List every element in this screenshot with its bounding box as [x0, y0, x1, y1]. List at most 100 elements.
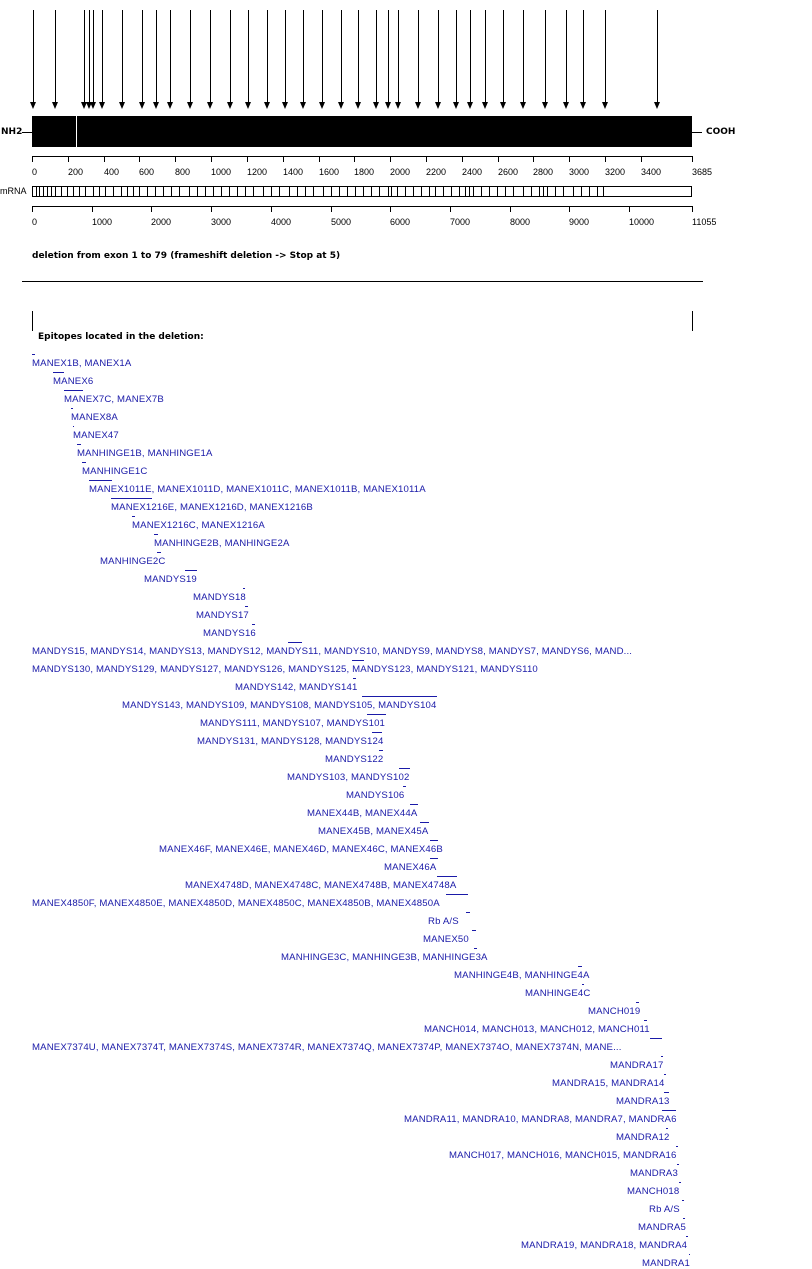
- epitope-position-bar: [288, 642, 302, 643]
- exon-boundary: [581, 187, 582, 196]
- aa-tick: [605, 156, 606, 162]
- exon-boundary: [573, 187, 574, 196]
- aa-tick: [211, 156, 212, 162]
- epitope-position-bar: [666, 1128, 668, 1129]
- arrow-down-icon: [467, 102, 473, 109]
- arrow-shaft: [398, 10, 399, 103]
- exon-boundary: [435, 187, 436, 196]
- exon-boundary: [597, 187, 598, 196]
- aa-tick: [533, 156, 534, 162]
- epitope-position-bar: [466, 912, 470, 913]
- nt-tick-label: 10000: [629, 217, 655, 227]
- exon-boundary: [51, 187, 52, 196]
- aa-tick-label: 2600: [498, 167, 519, 177]
- exon-boundary: [465, 187, 466, 196]
- arrow-shaft: [170, 10, 171, 103]
- aa-tick-label: 400: [104, 167, 120, 177]
- epitope-label: MANDYS106: [346, 790, 405, 801]
- exon-boundary: [179, 187, 180, 196]
- epitope-position-bar: [689, 1254, 690, 1255]
- arrow-shaft: [322, 10, 323, 103]
- epitope-position-bar: [686, 1236, 688, 1237]
- epitope-position-bar: [71, 408, 73, 409]
- arrow-down-icon: [90, 102, 96, 109]
- arrow-shaft: [485, 10, 486, 103]
- epitope-position-bar: [644, 1020, 647, 1021]
- epitope-position-bar: [379, 750, 383, 751]
- arrow-shaft: [156, 10, 157, 103]
- exon-boundary: [113, 187, 114, 196]
- epitope-label: MANEX7C, MANEX7B: [64, 394, 164, 405]
- epitope-position-bar: [474, 948, 477, 949]
- epitope-label: MANEX4850F, MANEX4850E, MANEX4850D, MANE…: [32, 898, 440, 909]
- epitope-position-bar: [664, 1074, 666, 1075]
- exon-boundary: [93, 187, 94, 196]
- arrow-down-icon: [187, 102, 193, 109]
- epitope-label: MANHINGE2C: [100, 556, 166, 567]
- arrow-down-icon: [300, 102, 306, 109]
- arrow-shaft: [605, 10, 606, 103]
- exon-boundary: [413, 187, 414, 196]
- aa-tick: [641, 156, 642, 162]
- nt-tick-label: 1000: [92, 217, 113, 227]
- arrow-down-icon: [245, 102, 251, 109]
- epitope-position-bar: [362, 696, 437, 697]
- exon-boundary: [443, 187, 444, 196]
- epitope-position-bar: [132, 516, 135, 517]
- epitope-position-bar: [403, 786, 406, 787]
- exon-boundary: [589, 187, 590, 196]
- epitope-label: MANHINGE4B, MANHINGE4A: [454, 970, 590, 981]
- aa-tick: [139, 156, 140, 162]
- epitope-label: MANEX8A: [71, 412, 118, 423]
- epitope-label: Rb A/S: [649, 1204, 680, 1215]
- epitope-label: Rb A/S: [428, 916, 459, 927]
- arrow-shaft: [190, 10, 191, 103]
- aa-tick: [692, 156, 693, 162]
- protein-bar-marker: [76, 116, 77, 147]
- mrna-label: mRNA: [0, 186, 27, 196]
- epitope-label: MANDYS111, MANDYS107, MANDYS101: [200, 718, 386, 729]
- epitope-position-bar: [679, 1182, 681, 1183]
- epitope-label: MANDRA5: [638, 1222, 686, 1233]
- exon-boundary: [355, 187, 356, 196]
- arrow-shaft: [122, 10, 123, 103]
- aa-tick-label: 1400: [283, 167, 304, 177]
- aa-tick: [569, 156, 570, 162]
- deletion-description: deletion from exon 1 to 79 (frameshift d…: [32, 251, 341, 261]
- exon-boundary: [429, 187, 430, 196]
- exon-boundary: [237, 187, 238, 196]
- exon-boundary: [221, 187, 222, 196]
- aa-tick-label: 3200: [605, 167, 626, 177]
- arrow-shaft: [657, 10, 658, 103]
- aa-tick: [390, 156, 391, 162]
- epitope-label: MANDRA19, MANDRA18, MANDRA4: [521, 1240, 688, 1251]
- epitope-label: MANDYS19: [144, 574, 197, 585]
- epitope-label: MANEX1216E, MANEX1216D, MANEX1216B: [111, 502, 313, 513]
- exon-boundary: [43, 187, 44, 196]
- epitope-label: MANDYS103, MANDYS102: [287, 772, 410, 783]
- exon-boundary: [289, 187, 290, 196]
- epitope-position-bar: [352, 660, 364, 661]
- exon-boundary: [513, 187, 514, 196]
- exon-boundary: [139, 187, 140, 196]
- arrow-down-icon: [52, 102, 58, 109]
- arrow-down-icon: [500, 102, 506, 109]
- epitope-label: MANEX50: [423, 934, 469, 945]
- epitope-position-bar: [662, 1110, 676, 1111]
- exon-boundary: [163, 187, 164, 196]
- epitope-position-bar: [446, 894, 468, 895]
- exon-boundary: [505, 187, 506, 196]
- epitope-position-bar: [77, 444, 81, 445]
- exon-boundary: [313, 187, 314, 196]
- epitope-position-bar: [243, 588, 245, 589]
- arrow-down-icon: [654, 102, 660, 109]
- arrow-down-icon: [30, 102, 36, 109]
- arrow-down-icon: [119, 102, 125, 109]
- exon-boundary: [405, 187, 406, 196]
- exon-boundary: [388, 187, 389, 196]
- nt-tick: [211, 206, 212, 212]
- exon-boundary: [105, 187, 106, 196]
- arrow-shaft: [93, 10, 94, 103]
- arrow-shaft: [142, 10, 143, 103]
- nt-tick: [32, 206, 33, 212]
